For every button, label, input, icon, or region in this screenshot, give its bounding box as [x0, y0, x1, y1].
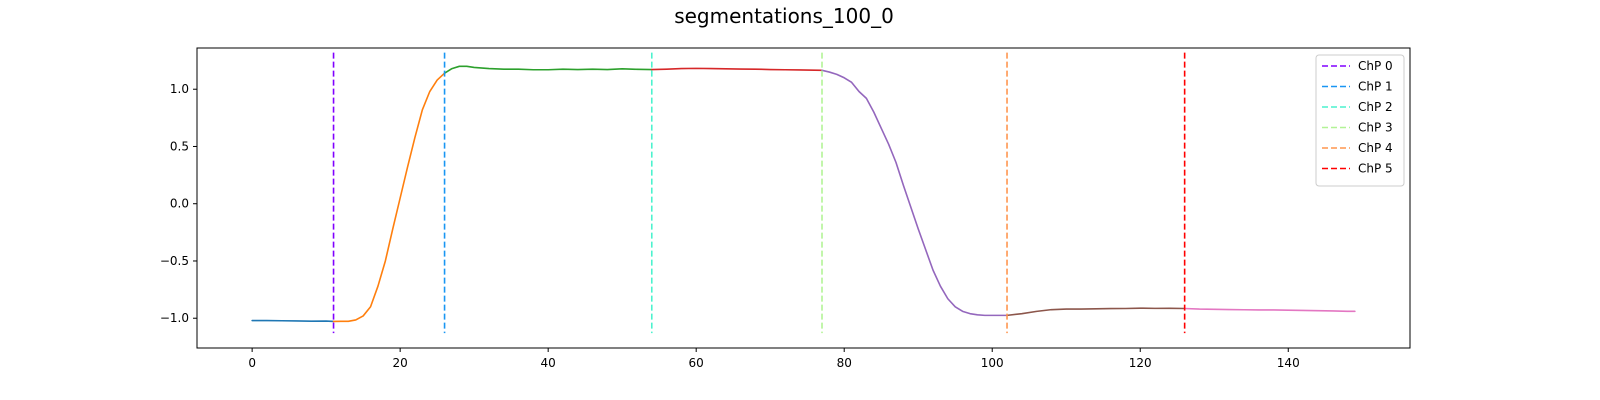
x-tick-label: 120 [1129, 356, 1152, 370]
legend: ChP 0 ChP 1 ChP 2 ChP 3 ChP 4 ChP 5 [1315, 54, 1405, 187]
x-tick-label: 140 [1277, 356, 1300, 370]
legend-label: ChP 0 [1358, 59, 1393, 73]
series-segment-3 [650, 67, 823, 72]
plot-frame [196, 47, 1411, 349]
series-segment-2 [443, 65, 653, 74]
x-tick-label: 60 [689, 356, 704, 370]
series-segment-5 [1006, 307, 1186, 317]
legend-label: ChP 4 [1358, 141, 1393, 155]
series-segment-6 [1183, 307, 1356, 313]
x-tick-label: 20 [393, 356, 408, 370]
y-tick-label: 0.0 [170, 197, 189, 211]
x-tick-label: 40 [541, 356, 556, 370]
legend-label: ChP 3 [1358, 121, 1393, 135]
y-tick-label: −1.0 [160, 311, 189, 325]
axis-ticks: 0 20 40 60 80 100 120 140 −1.0 −0.5 0.0 0.5 1.0 [160, 82, 1300, 370]
series-segment-4 [821, 69, 1008, 317]
series-segment-1 [332, 72, 446, 323]
series-segment-0 [251, 319, 335, 323]
x-tick-label: 80 [837, 356, 852, 370]
legend-label: ChP 1 [1358, 80, 1393, 94]
legend-box [1315, 54, 1405, 187]
y-tick-label: −0.5 [160, 254, 189, 268]
legend-label: ChP 5 [1358, 162, 1393, 176]
x-tick-label: 0 [248, 356, 256, 370]
plot-area [196, 47, 1411, 349]
x-tick-label: 100 [981, 356, 1004, 370]
y-tick-label: 0.5 [170, 139, 189, 153]
chart-title: segmentations_100_0 [674, 4, 894, 28]
legend-label: ChP 2 [1358, 100, 1393, 114]
y-tick-label: 1.0 [170, 82, 189, 96]
